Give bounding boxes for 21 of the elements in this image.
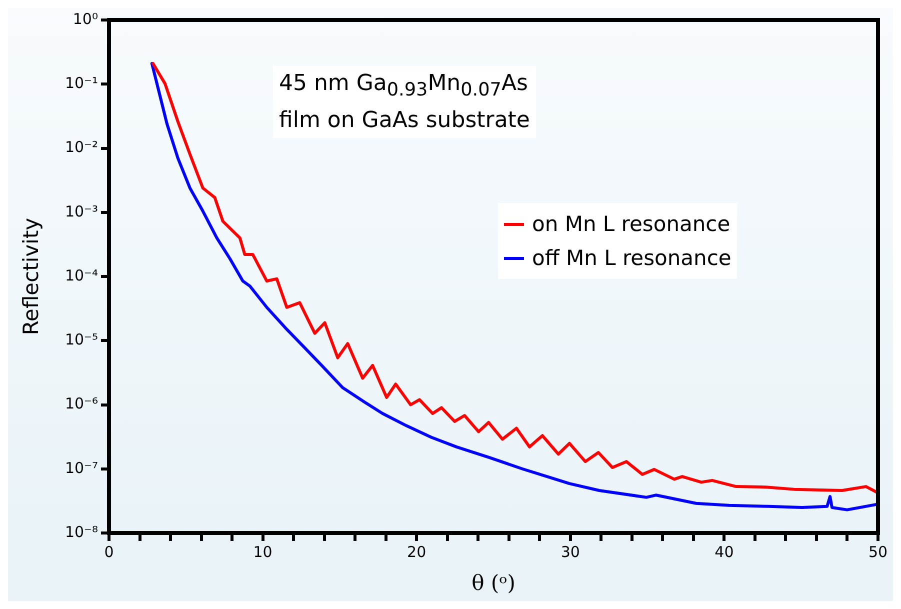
x-tick-label: 30 (560, 542, 580, 561)
y-tick-label: 10⁻⁷ (64, 458, 98, 477)
x-tick-label: 20 (407, 542, 426, 561)
y-axis-title: Reflectivity (19, 218, 44, 336)
y-tick-label: 10⁻¹ (64, 74, 98, 92)
y-tick-label: 10⁻⁶ (64, 394, 98, 413)
y-tick-label: 10⁻³ (64, 202, 98, 220)
x-tick-label: 0 (104, 542, 114, 561)
x-tick-label: 40 (714, 542, 734, 561)
y-tick-label: 10⁻⁵ (64, 330, 98, 349)
legend-label: off Mn L resonance (532, 245, 732, 272)
annotation: film on GaAs substrate (279, 107, 530, 136)
legend-label: on Mn L resonance (532, 211, 730, 238)
x-axis-title: θ (ᵒ) (472, 570, 516, 595)
x-tick-label: 10 (253, 542, 272, 561)
y-tick-label: 10⁻⁸ (64, 522, 98, 541)
y-tick-label: 10⁻⁴ (64, 266, 98, 284)
y-tick-label: 10⁻² (64, 138, 98, 156)
x-tick-label: 50 (868, 542, 888, 561)
annotation: 45 nm Ga$_{0.93}$Mn$_{0.07}$As (279, 70, 529, 102)
y-tick-label: 10⁰ (72, 10, 98, 28)
